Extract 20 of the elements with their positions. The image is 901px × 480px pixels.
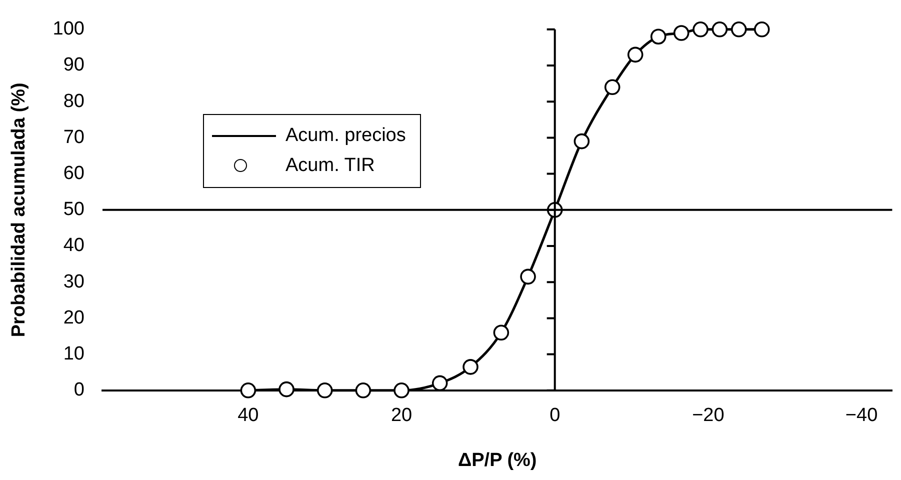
- legend-label: Acum. TIR: [286, 154, 375, 178]
- y-tick-label: 50: [63, 199, 84, 220]
- x-tick-label: −20: [692, 405, 724, 426]
- y-tick-label: 70: [63, 126, 84, 148]
- x-tick-label: 40: [238, 405, 259, 426]
- y-tick-label: 20: [63, 307, 84, 328]
- x-tick-label: 20: [390, 405, 412, 426]
- legend-label: Acum. precios: [286, 124, 406, 148]
- x-tick-label: 0: [550, 405, 560, 426]
- y-tick-label: 80: [63, 90, 84, 112]
- y-axis-title: Probabilidad acumulada (%): [8, 82, 30, 338]
- x-tick-label: −40: [845, 405, 878, 426]
- y-tick-label: 10: [63, 344, 84, 365]
- y-tick-label: 100: [52, 18, 84, 40]
- y-tick-label: 30: [63, 271, 84, 292]
- y-tick-label: 90: [63, 54, 84, 76]
- y-tick-label: 0: [74, 380, 84, 401]
- x-axis-title: ΔP/P (%): [458, 450, 537, 471]
- y-tick-label: 40: [63, 235, 84, 256]
- y-tick-label: 60: [63, 163, 84, 184]
